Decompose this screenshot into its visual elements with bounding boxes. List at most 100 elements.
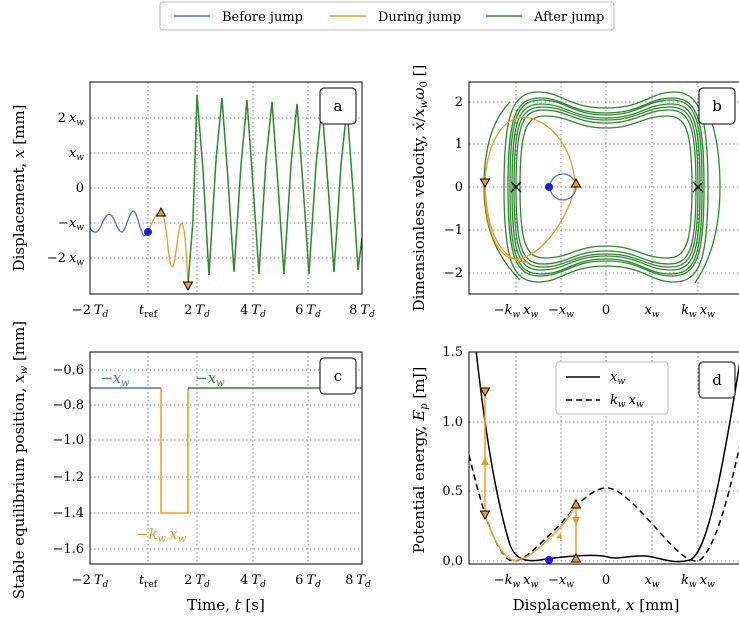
panel-c-during-line	[160, 388, 189, 514]
panel-c-ytick: −1.6	[52, 542, 84, 557]
panel-b-ytick: −2	[444, 266, 463, 281]
panel-c-tag: c	[334, 367, 342, 385]
panel-b-triangle-down-marker	[479, 178, 491, 189]
panel-d-arrow-down	[572, 517, 580, 525]
panel-d-kwxw-curve	[469, 445, 739, 562]
panel-b-equilibrium-markers	[510, 181, 704, 193]
panel-a-xtick: tref	[139, 303, 158, 320]
panel-a-ytick: 0	[76, 181, 84, 196]
panel-d-ytick: 0.0	[442, 554, 463, 569]
panel-d-arrows	[481, 457, 580, 539]
panel-a-ytick: −xw	[58, 216, 84, 233]
panel-c-ylabel: Stable equilibrium position, xw [mm]	[10, 321, 30, 599]
panel-c-xtick: 4 Td	[240, 573, 266, 590]
panel-b-frame	[468, 81, 739, 295]
panel-d: xw kw xw d 1.5 1.0 0.5 0.0 −kw xw −xw 0 xw…	[410, 345, 739, 614]
panel-d-tag: d	[712, 371, 722, 389]
panel-d-xticks: −kw xw −xw 0 xw kw xw	[494, 573, 715, 590]
panel-d-grid	[469, 351, 739, 564]
legend-label-after: After jump	[533, 10, 604, 25]
legend-label-during: During jump	[378, 10, 461, 25]
panel-b-xticks: −kw xw −xw 0 xw kw xw	[494, 303, 715, 320]
panel-c-xtick: 6 Td	[295, 573, 321, 590]
panel-a-ytick: 2 xw	[58, 111, 85, 128]
panel-d-ytick: 0.5	[442, 484, 463, 499]
panel-c-grid	[90, 352, 362, 564]
panel-a-xtick: 8 Td	[349, 303, 375, 320]
panel-c-yticks: −0.6 −0.8 −1.0 −1.2 −1.4 −1.6	[52, 363, 84, 557]
panel-d-xtick: −xw	[548, 573, 574, 590]
panel-a-before-line	[90, 210, 149, 237]
panel-c-annotation-before: −xw	[100, 369, 130, 389]
panel-b-tag: b	[712, 97, 722, 115]
panel-c: −xw −xw −kw xw c −0.6 −0.8 −1.0 −1.2 −1.4…	[10, 321, 371, 614]
panel-c-xtick: 2 Td	[184, 573, 210, 590]
panel-d-xw-curve	[475, 352, 739, 563]
panel-b-xtick: −kw xw	[494, 303, 539, 320]
panel-b-x-marker-left	[510, 181, 522, 193]
panel-b-ytick: −1	[444, 223, 463, 238]
panel-a-triangle-up-marker	[155, 206, 167, 217]
panel-c-frame	[89, 351, 363, 565]
panel-a-tag-box	[319, 87, 357, 125]
panel-b-ylabel: Dimensionless velocity, ẋ/xwω0 []	[410, 65, 430, 312]
panel-c-ytick: −0.6	[52, 363, 84, 378]
panel-a-ytick: xw	[69, 146, 84, 163]
panel-a-xtick: 4 Td	[240, 303, 266, 320]
panel-d-triangle-down-marker-high	[479, 387, 491, 398]
panel-a-after-line	[187, 94, 362, 286]
panel-d-triangle-up-marker-low	[570, 552, 582, 563]
panel-c-ytick: −0.8	[52, 398, 84, 413]
panel-c-ytick: −1.4	[52, 506, 84, 521]
panel-b-yticks: 2 1 0 −1 −2	[444, 95, 463, 281]
panel-a-start-marker	[144, 228, 152, 236]
panel-d-xtick: −kw xw	[494, 573, 539, 590]
panel-d-arrow-path	[556, 533, 562, 539]
panel-c-xlabel: Time, t [s]	[187, 596, 265, 614]
panel-a-xtick: −2 Td	[72, 303, 109, 320]
panel-c-annotation-after: −xw	[195, 369, 225, 389]
panel-d-xlabel: Displacement, x [mm]	[513, 596, 680, 614]
panel-a-ytick: −2 xw	[47, 251, 85, 268]
legend-box	[159, 1, 615, 31]
panel-a-tag: a	[334, 97, 343, 115]
panel-d-ylabel: Potential energy, Ep [mJ]	[410, 367, 430, 554]
panel-b-x-marker-right	[692, 181, 704, 193]
panel-b-xtick: 0	[602, 303, 610, 318]
panel-d-start-marker	[545, 556, 553, 564]
panel-b-start-marker	[545, 183, 553, 191]
panel-d-xtick: xw	[644, 573, 659, 590]
panel-c-ytick: −1.0	[52, 433, 84, 448]
panel-b-xtick: xw	[644, 303, 659, 320]
panel-d-legend-label-dashed: kw xw	[610, 393, 644, 410]
panel-d-xtick: kw xw	[681, 573, 715, 590]
panel-d-during-path	[484, 392, 577, 561]
panel-a-xticks: −2 Td tref 2 Td 4 Td 6 Td 8 Td	[72, 303, 375, 320]
panel-a-xtick: 2 Td	[184, 303, 210, 320]
panel-b-triangle-up-marker	[570, 177, 582, 188]
panel-b: b 2 1 0 −1 −2 −kw xw −xw 0 xw kw xw Dimens…	[410, 65, 739, 320]
panel-c-xticks: −2 Td tref 2 Td 4 Td 6 Td 8 Td	[72, 573, 371, 590]
panel-b-ytick: 0	[455, 180, 463, 195]
panel-d-tag-box	[698, 361, 736, 399]
panel-a-yticks: 2 xw xw 0 −xw −2 xw	[47, 111, 85, 268]
panel-a-during-line	[147, 212, 189, 286]
panel-b-ytick: 2	[455, 95, 463, 110]
legend-label-before: Before jump	[222, 10, 303, 25]
panel-b-after-orbits	[483, 91, 721, 284]
panel-d-triangle-down-marker-low	[479, 510, 491, 521]
panel-c-ytick: −1.2	[52, 470, 84, 485]
panel-b-xtick: kw xw	[681, 303, 715, 320]
panel-c-xtick: tref	[139, 573, 158, 590]
panel-d-legend-label-solid: xw	[610, 370, 625, 387]
panel-c-tag-box	[319, 357, 357, 395]
panel-d-frame	[468, 351, 739, 565]
panel-d-legend-box	[555, 361, 669, 415]
panel-a-ylabel: Displacement, x [mm]	[10, 105, 28, 272]
panel-d-ytick: 1.5	[442, 345, 463, 360]
panel-d-triangle-up-marker-high	[570, 498, 582, 509]
panel-d-yticks: 1.5 1.0 0.5 0.0	[442, 345, 463, 569]
panel-b-during-orbit	[484, 116, 576, 263]
